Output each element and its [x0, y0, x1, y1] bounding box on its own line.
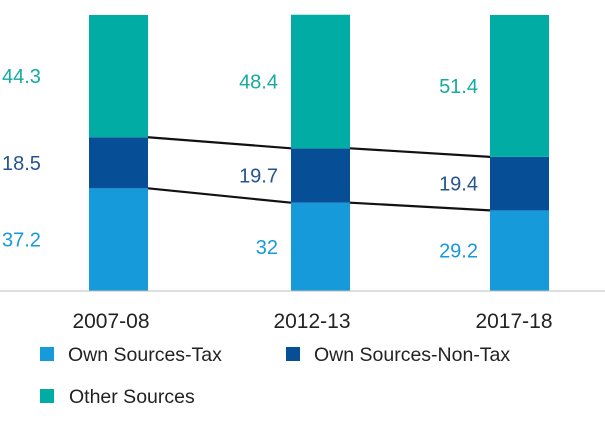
- value-label-own-sources-tax-2017-18: 29.2: [439, 241, 478, 263]
- x-tick-label-2017-18: 2017-18: [475, 310, 552, 333]
- bar-other-sources-2007-08: [89, 15, 148, 138]
- value-label-other-sources-2007-08: 44.3: [2, 66, 41, 88]
- value-label-own-sources-tax-2007-08: 37.2: [2, 230, 41, 252]
- legend-label-own-sources-tax: Own Sources-Tax: [68, 344, 222, 366]
- bar-own-sources-tax-2012-13: [291, 202, 350, 291]
- value-label-other-sources-2017-18: 51.4: [439, 76, 478, 98]
- connector-line-non-tax-0: [147, 136, 292, 150]
- value-label-own-sources-non-tax-2012-13: 19.7: [239, 165, 278, 187]
- bar-own-sources-tax-2017-18: [490, 210, 549, 291]
- value-labels-group: 37.2 18.5 44.3 32 19.7 48.4 29.2 19.4 51.4: [2, 66, 478, 263]
- legend: Own Sources-Tax Own Sources-Non-Tax Other …: [40, 344, 510, 408]
- bar-other-sources-2017-18: [490, 15, 549, 157]
- value-label-own-sources-tax-2012-13: 32: [256, 237, 278, 259]
- x-tick-labels: 2007-08 2012-13 2017-18: [72, 310, 552, 333]
- connector-lines: [147, 136, 491, 212]
- bars-group: [89, 14, 549, 291]
- legend-label-other-sources: Other Sources: [69, 386, 195, 408]
- bar-own-sources-non-tax-2007-08: [89, 137, 148, 189]
- value-label-own-sources-non-tax-2017-18: 19.4: [439, 174, 478, 196]
- x-tick-label-2012-13: 2012-13: [273, 310, 350, 333]
- value-label-own-sources-non-tax-2007-08: 18.5: [2, 153, 41, 175]
- connector-line-tax-0: [147, 187, 292, 204]
- bar-own-sources-non-tax-2012-13: [291, 148, 350, 203]
- legend-swatch-other-sources: [40, 389, 54, 403]
- bar-own-sources-tax-2007-08: [89, 188, 148, 291]
- x-tick-label-2007-08: 2007-08: [72, 310, 149, 333]
- connector-line-tax-1: [349, 201, 491, 212]
- connector-line-non-tax-1: [349, 147, 491, 158]
- bar-own-sources-non-tax-2017-18: [490, 156, 549, 211]
- legend-swatch-own-sources-tax: [40, 347, 54, 361]
- legend-swatch-own-sources-non-tax: [286, 347, 300, 361]
- legend-label-own-sources-non-tax: Own Sources-Non-Tax: [314, 344, 510, 366]
- bar-other-sources-2012-13: [291, 14, 350, 149]
- value-label-other-sources-2012-13: 48.4: [239, 72, 278, 94]
